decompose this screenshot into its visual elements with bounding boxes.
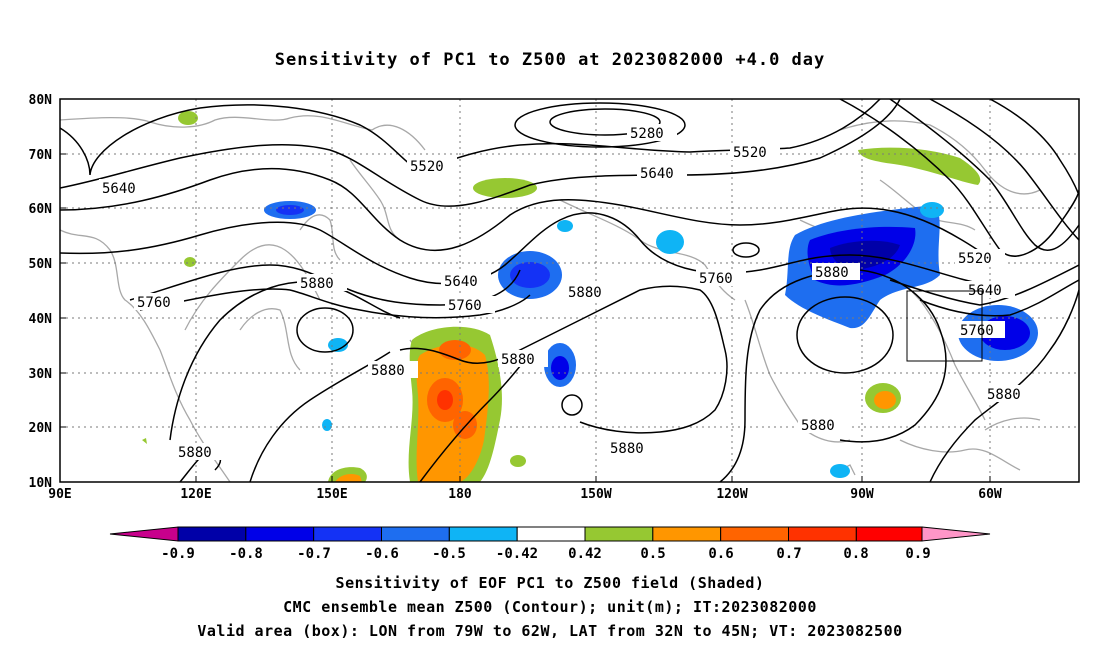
- contour-label: 5520: [410, 159, 444, 175]
- contour-label: 5520: [733, 145, 767, 161]
- colorbar-segment: [245, 526, 315, 542]
- map-frame: [59, 98, 1080, 483]
- axis-ticks: [60, 153, 991, 482]
- lat-label: 80N: [29, 93, 53, 108]
- lon-label: 150W: [580, 487, 611, 502]
- lat-label: 20N: [29, 421, 53, 436]
- contour-label: 5880: [501, 352, 535, 368]
- colorbar-segment: [313, 526, 383, 542]
- colorbar-left-triangle: [109, 526, 179, 542]
- caption-valid-area: Valid area (box): LON from 79W to 62W, L…: [197, 622, 903, 640]
- contour-labels: 5280 5520 5520 5520 5640 5640 5640 5640 …: [99, 124, 1034, 461]
- lat-label: 40N: [29, 312, 53, 327]
- lon-label: 60W: [978, 487, 1002, 502]
- colorbar-segment: [788, 526, 857, 542]
- contour-label: 5880: [815, 265, 849, 281]
- colorbar-label: 0.6: [708, 546, 733, 562]
- contour-label: 5760: [699, 271, 733, 287]
- lat-label: 50N: [29, 257, 53, 272]
- contour-label: 5520: [958, 251, 992, 267]
- lon-label: 120W: [716, 487, 747, 502]
- lon-label: 150E: [316, 487, 347, 502]
- contour-label: 5880: [987, 387, 1021, 403]
- lat-lon-grid: [60, 99, 1079, 482]
- colorbar-label: -0.6: [365, 546, 399, 562]
- colorbar-segment: [381, 526, 450, 542]
- colorbar-label: 0.7: [776, 546, 801, 562]
- contour-label: 5760: [448, 298, 482, 314]
- lon-label: 180: [448, 487, 472, 502]
- caption-contour: CMC ensemble mean Z500 (Contour); unit(m…: [283, 598, 817, 616]
- lat-label: 60N: [29, 202, 53, 217]
- lat-label: 70N: [29, 148, 53, 163]
- colorbar-label: -0.5: [432, 546, 466, 562]
- contour-label: 5640: [444, 274, 478, 290]
- lon-label: 90W: [850, 487, 874, 502]
- colorbar-label: 0.42: [568, 546, 602, 562]
- lon-label: 90E: [48, 487, 71, 502]
- colorbar-label: -0.8: [229, 546, 263, 562]
- x-axis-labels: 90E 120E 150E 180 150W 120W 90W 60W: [48, 487, 1002, 502]
- colorbar-label: -0.7: [297, 546, 331, 562]
- colorbar: -0.9 -0.8 -0.7 -0.6 -0.5 -0.42 0.42 0.5 …: [109, 526, 991, 562]
- colorbar-label: -0.42: [496, 546, 538, 562]
- valid-area-box: [906, 290, 983, 362]
- lon-label: 120E: [180, 487, 211, 502]
- map-title: Sensitivity of PC1 to Z500 at 2023082000…: [274, 50, 826, 70]
- colorbar-label: 0.5: [640, 546, 665, 562]
- z500-contours: [60, 99, 1079, 482]
- colorbar-label: -0.9: [161, 546, 195, 562]
- caption-shading: Sensitivity of EOF PC1 to Z500 field (Sh…: [335, 574, 765, 592]
- contour-label: 5640: [968, 283, 1002, 299]
- contour-label: 5880: [568, 285, 602, 301]
- colorbar-segment: [516, 526, 586, 542]
- contour-label: 5640: [640, 166, 674, 182]
- contour-label: 5880: [371, 363, 405, 379]
- colorbar-segment: [448, 526, 518, 542]
- y-axis-labels: 80N 70N 60N 50N 40N 30N 20N 10N: [29, 93, 53, 491]
- lat-label: 30N: [29, 367, 53, 382]
- contour-label: 5640: [102, 181, 136, 197]
- colorbar-segment: [584, 526, 654, 542]
- lat-label: 10N: [29, 476, 53, 491]
- contour-label: 5280: [630, 126, 664, 142]
- colorbar-segment: [652, 526, 722, 542]
- colorbar-segment: [855, 526, 923, 542]
- contour-label: 5880: [300, 276, 334, 292]
- contour-label: 5880: [178, 445, 212, 461]
- colorbar-segment: [720, 526, 789, 542]
- colorbar-right-triangle: [921, 526, 991, 542]
- colorbar-label: 0.8: [843, 546, 868, 562]
- contour-label: 5880: [801, 418, 835, 434]
- contour-label: 5760: [137, 295, 171, 311]
- colorbar-segment: [177, 526, 247, 542]
- contour-label: 5760: [960, 323, 994, 339]
- colorbar-label: 0.9: [905, 546, 930, 562]
- contour-label: 5880: [610, 441, 644, 457]
